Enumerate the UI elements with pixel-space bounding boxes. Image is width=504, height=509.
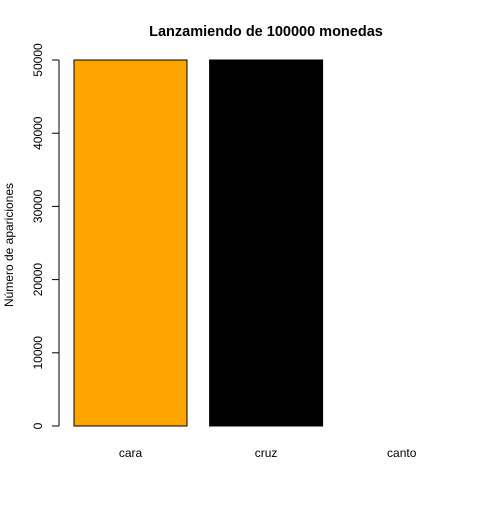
- y-axis: 0 10000 20000 30000 40000 50000: [31, 43, 59, 429]
- y-tick-label: 50000: [31, 43, 45, 77]
- y-tick-label: 40000: [31, 116, 45, 150]
- x-tick-label-cara: cara: [119, 446, 143, 460]
- y-tick-label: 0: [31, 422, 45, 429]
- bars-group: [74, 60, 323, 426]
- x-tick-labels: cara cruz canto: [119, 446, 417, 460]
- y-tick-label: 10000: [31, 336, 45, 370]
- bar-cara: [74, 60, 187, 426]
- bar-cruz: [210, 60, 323, 426]
- x-tick-label-canto: canto: [387, 446, 417, 460]
- y-axis-label: Número de apariciones: [2, 183, 16, 307]
- y-tick-label: 30000: [31, 189, 45, 223]
- y-tick-label: 20000: [31, 263, 45, 297]
- chart-title: Lanzamiendo de 100000 monedas: [149, 24, 383, 40]
- x-tick-label-cruz: cruz: [255, 446, 278, 460]
